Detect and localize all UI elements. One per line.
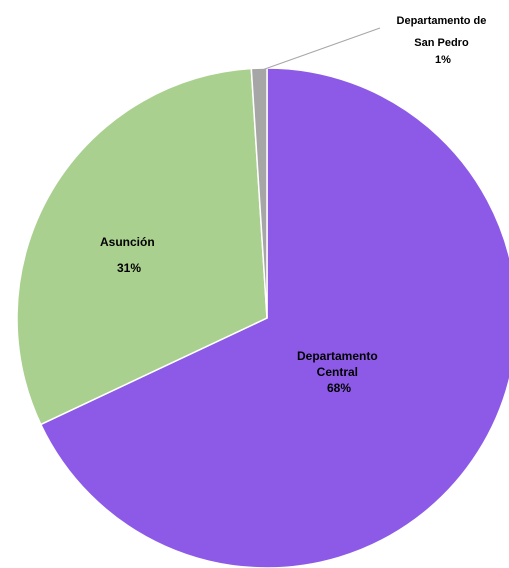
- central-label: Departamento Central 68%: [297, 349, 381, 395]
- slice-central: [39, 67, 509, 568]
- san-pedro-label-line2: San Pedro: [414, 37, 469, 49]
- asuncion-label: Asunción 31%: [100, 235, 158, 275]
- asuncion-label-pct: 31%: [117, 261, 141, 275]
- asuncion-label-line1: Asunción: [100, 235, 155, 249]
- central-label-pct: 68%: [327, 381, 351, 395]
- central-label-line1: Departamento: [297, 349, 378, 363]
- san-pedro-leader-line: [261, 27, 381, 71]
- san-pedro-label: Departamento de San Pedro 1%: [397, 15, 490, 66]
- san-pedro-label-line1: Departamento de: [397, 15, 487, 27]
- san-pedro-label-pct: 1%: [435, 54, 451, 66]
- central-label-line2: Central: [317, 365, 358, 379]
- slice-asuncion: [16, 67, 268, 426]
- pie-slices: [16, 67, 509, 568]
